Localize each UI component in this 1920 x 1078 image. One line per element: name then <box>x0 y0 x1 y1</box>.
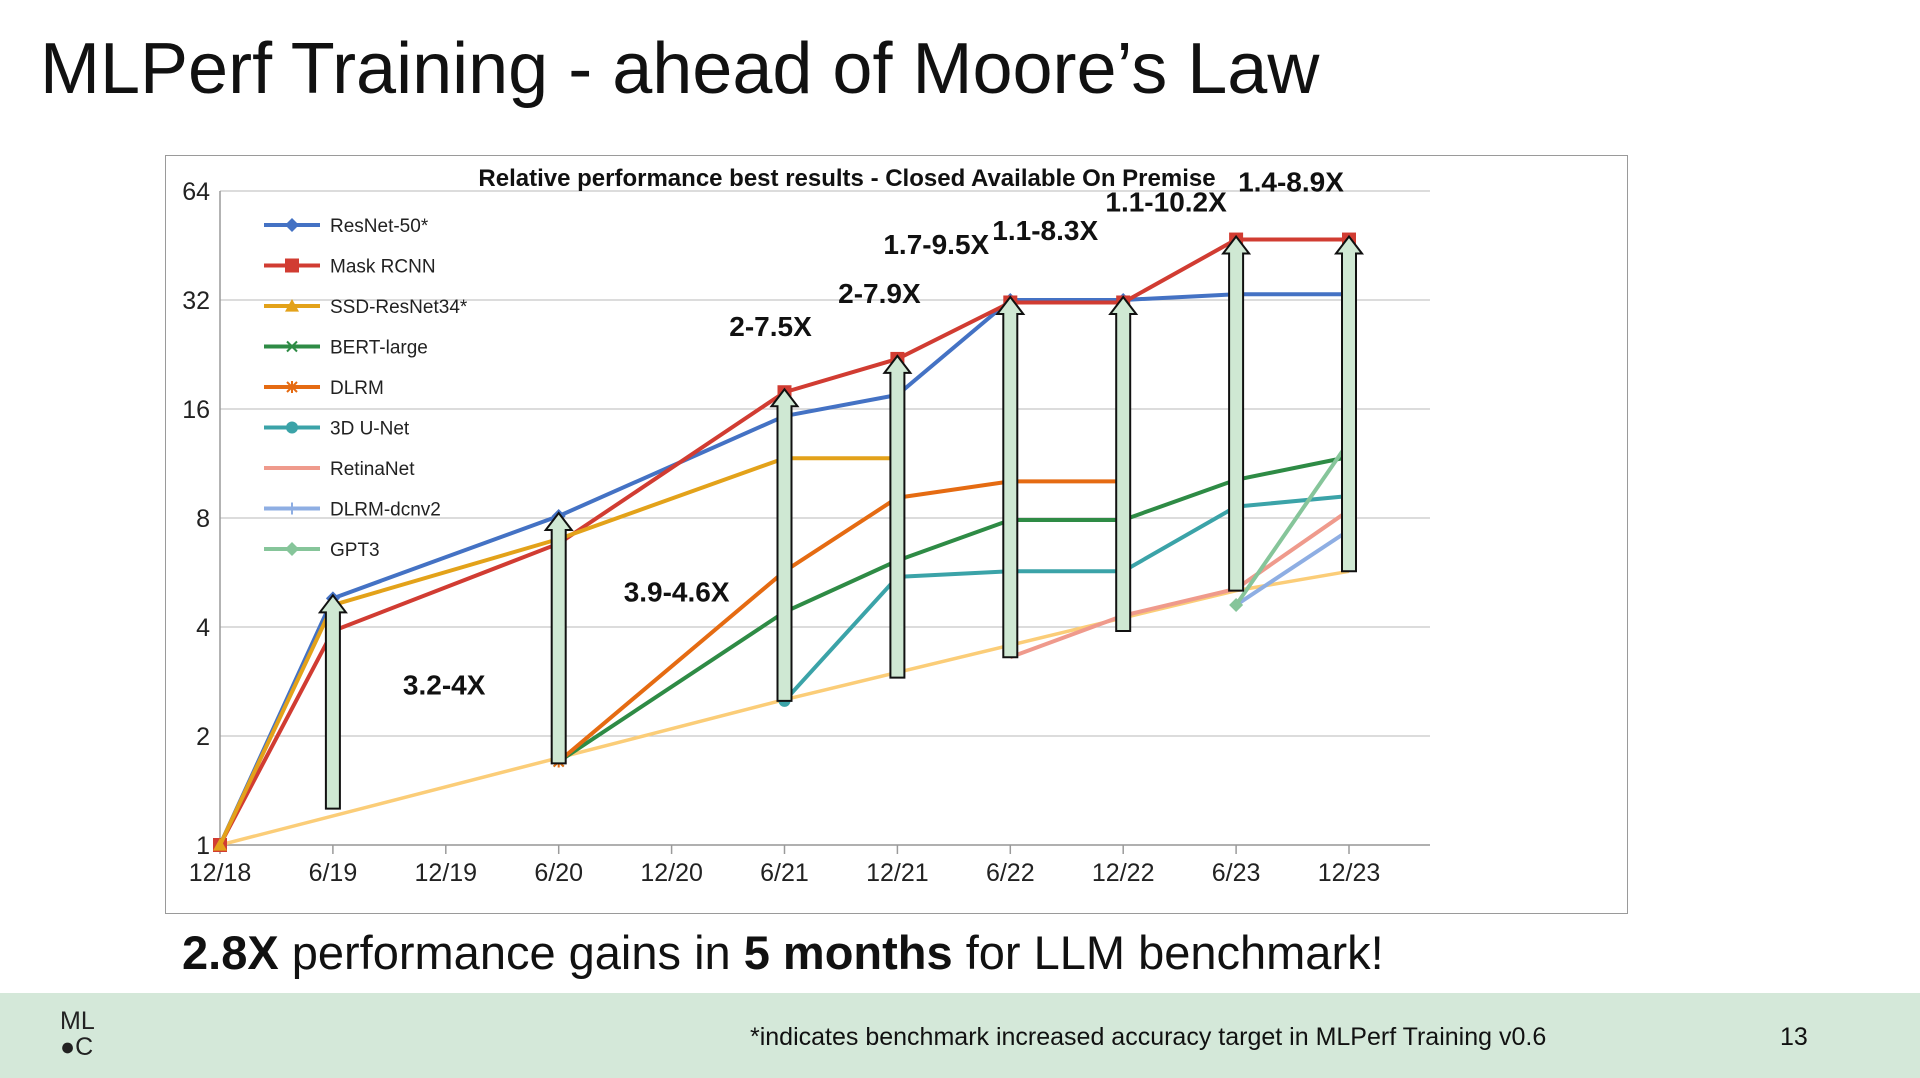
y-tick-label: 2 <box>196 723 210 751</box>
legend-label: DLRM <box>330 378 384 399</box>
legend-marker <box>286 502 298 515</box>
annotation-label: 3.9-4.6X <box>624 577 730 608</box>
x-tick-label: 6/22 <box>986 859 1035 887</box>
caption: 2.8X performance gains in 5 months for L… <box>182 925 1384 980</box>
annotation-label: 1.4-8.9X <box>1238 167 1344 198</box>
legend-item-mask-rcnn: Mask RCNN <box>264 257 436 278</box>
logo-line-2: ●C <box>60 1033 94 1061</box>
legend-label: DLRM-dcnv2 <box>330 500 441 521</box>
legend-label: Mask RCNN <box>330 257 436 278</box>
annotation-labels: 3.2-4X 3.9-4.6X 2-7.5X 2-7.9X 1.7-9.5X 1.1-8.… <box>403 167 1344 701</box>
x-tick-label: 12/20 <box>640 859 703 887</box>
legend-label: SSD-ResNet34* <box>330 297 468 318</box>
legend-item-dlrm: DLRM <box>264 378 384 399</box>
legend: ResNet-50* Mask RCNN SSD-ResNet34* BERT-lar… <box>264 216 468 561</box>
footnote: *indicates benchmark increased accuracy … <box>750 1023 1547 1051</box>
legend-item-bert-large: BERT-large <box>264 338 428 359</box>
legend-marker <box>285 218 299 232</box>
annotation-label: 1.1-8.3X <box>992 215 1098 246</box>
legend-item-ssd-resnet34: SSD-ResNet34* <box>264 297 468 318</box>
x-tick-label: 12/18 <box>189 859 252 887</box>
legend-marker <box>285 542 299 556</box>
chart-panel: 1 2 4 8 16 32 64 12/18 6/19 12/19 6/20 12/20 6/21 12/… <box>165 155 1628 914</box>
x-tick-label: 12/19 <box>415 859 478 887</box>
legend-item-3d-u-net: 3D U-Net <box>264 419 410 440</box>
legend-label: ResNet-50* <box>330 216 429 237</box>
series-line-3d-u-net <box>783 494 1350 703</box>
x-tick-label: 6/19 <box>309 859 358 887</box>
y-tick-label: 1 <box>196 832 210 860</box>
legend-marker <box>285 258 299 273</box>
legend-label: RetinaNet <box>330 459 415 480</box>
improvement-arrow <box>1333 234 1365 573</box>
x-tick-label: 6/23 <box>1212 859 1261 887</box>
improvement-arrow <box>1221 234 1252 592</box>
x-tick-label: 12/21 <box>866 859 929 887</box>
improvement-arrow <box>543 511 574 765</box>
improvement-arrow <box>1108 295 1139 632</box>
legend-item-gpt3: GPT3 <box>264 540 380 561</box>
mlcommons-logo: ML ●C <box>60 1008 110 1063</box>
y-tick-label: 16 <box>182 396 210 424</box>
series-line-gpt3 <box>1234 440 1351 607</box>
footer-bar: ML ●C *indicates benchmark increased acc… <box>0 993 1920 1078</box>
legend-marker <box>285 299 299 312</box>
x-tick-label: 12/22 <box>1092 859 1155 887</box>
y-tick-label: 8 <box>196 505 210 533</box>
series-line-retinanet <box>1009 508 1351 660</box>
x-tick-label: 12/23 <box>1318 859 1381 887</box>
caption-text-2: for LLM benchmark! <box>952 926 1384 979</box>
y-tick-label: 32 <box>182 287 210 315</box>
series-line-dlrm-dcnv2 <box>1234 528 1351 607</box>
legend-item-dlrm-dcnv2: DLRM-dcnv2 <box>264 500 441 521</box>
logo-line-1: ML <box>60 1007 95 1035</box>
legend-label: BERT-large <box>330 338 428 359</box>
caption-bold-months: 5 months <box>743 926 953 979</box>
caption-bold-gain: 2.8X <box>182 926 279 979</box>
improvement-arrows <box>317 234 1365 810</box>
annotation-label: 2-7.5X <box>729 311 812 342</box>
legend-marker <box>286 340 298 353</box>
legend-marker <box>286 421 298 434</box>
legend-marker <box>286 381 298 393</box>
caption-text-1: performance gains in <box>278 926 744 979</box>
improvement-arrow <box>769 387 800 702</box>
series-point-gpt3 <box>1229 598 1244 613</box>
legend-item-resnet-50: ResNet-50* <box>264 216 429 237</box>
axes: 1 2 4 8 16 32 64 12/18 6/19 12/19 6/20 12/20 6/21 12/… <box>182 178 1430 887</box>
annotation-label: 3.2-4X <box>403 670 486 701</box>
slide-title: MLPerf Training - ahead of Moore’s Law <box>40 29 1320 109</box>
legend-label: 3D U-Net <box>330 419 410 440</box>
improvement-arrow <box>317 593 348 810</box>
legend-label: GPT3 <box>330 540 380 561</box>
x-tick-label: 6/21 <box>760 859 809 887</box>
y-tick-label: 64 <box>182 178 210 206</box>
chart-title: Relative performance best results - Clos… <box>478 165 1215 192</box>
chart-svg: 1 2 4 8 16 32 64 12/18 6/19 12/19 6/20 12/20 6/21 12/… <box>182 165 1430 887</box>
legend-item-retinanet: RetinaNet <box>264 459 415 480</box>
y-tick-label: 4 <box>196 614 210 642</box>
annotation-label: 2-7.9X <box>838 278 921 309</box>
annotation-label: 1.7-9.5X <box>883 229 989 260</box>
page-number: 13 <box>1780 1023 1808 1051</box>
improvement-arrow <box>995 295 1026 659</box>
series-line-dlrm <box>557 479 1124 764</box>
improvement-arrow <box>882 354 913 679</box>
series-point-ssd-resnet34 <box>213 838 227 851</box>
annotation-label: 1.1-10.2X <box>1105 187 1227 218</box>
x-tick-label: 6/20 <box>534 859 583 887</box>
